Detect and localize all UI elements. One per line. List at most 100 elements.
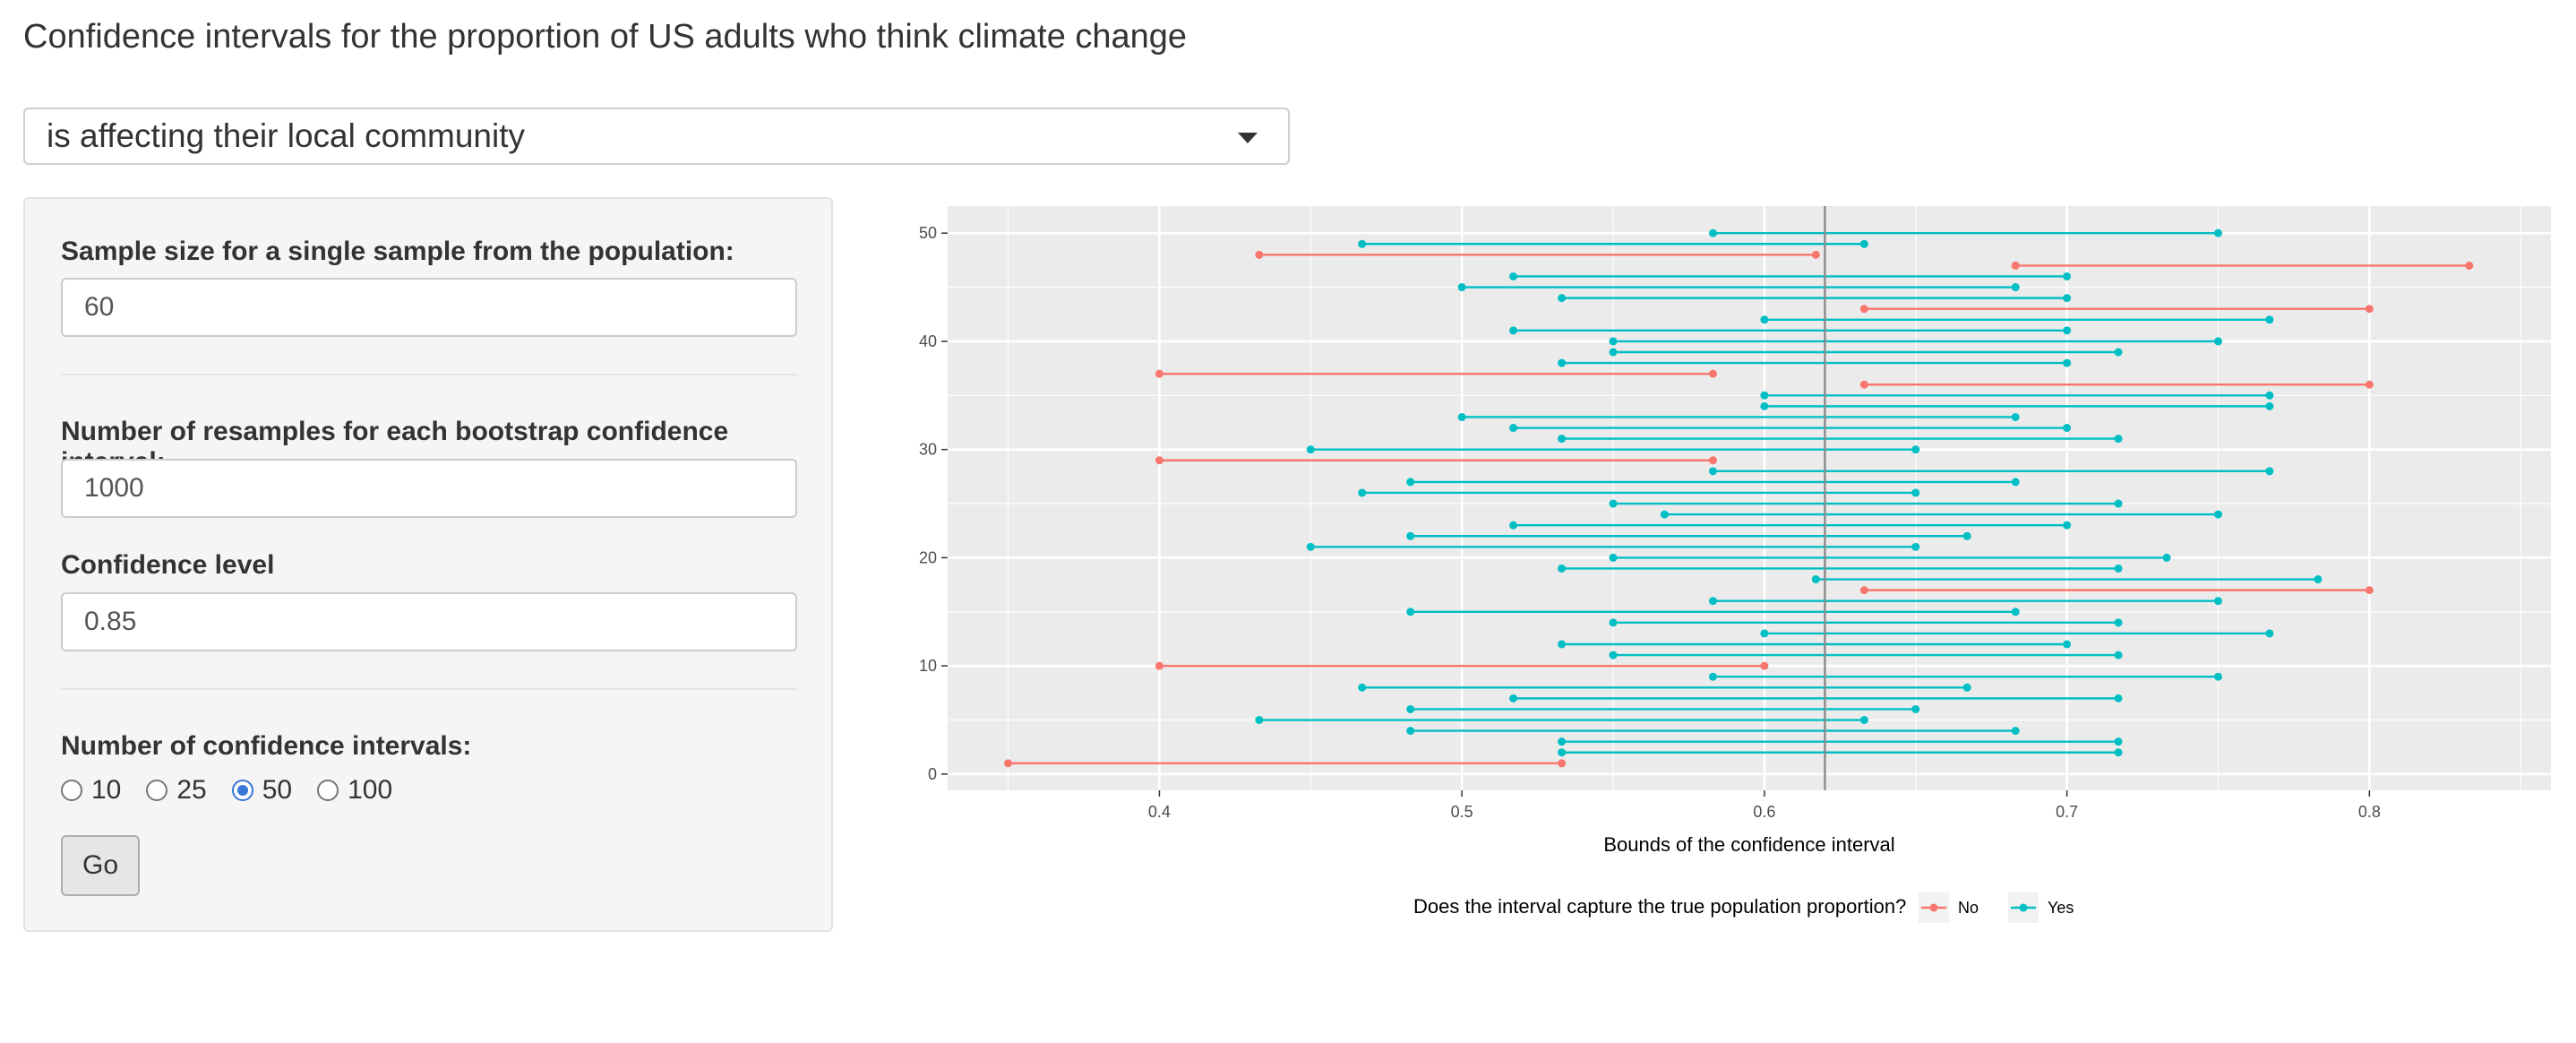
interval-upper-point bbox=[2011, 478, 2020, 487]
interval-upper-point bbox=[1911, 542, 1920, 551]
sidebar-panel: Sample size for a single sample from the… bbox=[23, 197, 833, 932]
sample-size-label: Sample size for a single sample from the… bbox=[61, 237, 734, 266]
legend: Does the interval capture the true popul… bbox=[1413, 892, 2074, 923]
interval-upper-point bbox=[2213, 597, 2222, 606]
interval-upper-point bbox=[2063, 272, 2072, 280]
interval-upper-point bbox=[2063, 358, 2072, 367]
legend-entry-label: Yes bbox=[2048, 899, 2074, 917]
num-intervals-radio-group: 10 25 50 100 bbox=[61, 772, 417, 808]
confidence-level-label: Confidence level bbox=[61, 550, 275, 580]
interval-upper-point bbox=[2011, 727, 2020, 736]
resamples-input[interactable] bbox=[61, 459, 797, 518]
confidence-level-input[interactable] bbox=[61, 592, 797, 651]
x-tick-label: 0.7 bbox=[2056, 803, 2078, 821]
question-select[interactable]: is affecting their local community bbox=[23, 108, 1290, 165]
interval-upper-point bbox=[1558, 759, 1567, 768]
interval-upper-point bbox=[2063, 640, 2072, 649]
num-intervals-option-100[interactable]: 100 bbox=[317, 775, 392, 806]
interval-lower-point bbox=[1457, 283, 1466, 292]
interval-lower-point bbox=[1558, 640, 1567, 649]
interval-upper-point bbox=[2465, 261, 2474, 270]
interval-upper-point bbox=[2365, 586, 2374, 595]
num-intervals-option-50[interactable]: 50 bbox=[231, 775, 293, 806]
interval-lower-point bbox=[1155, 456, 1163, 465]
interval-lower-point bbox=[1406, 608, 1415, 616]
sample-size-input[interactable] bbox=[61, 278, 797, 337]
num-intervals-option-25[interactable]: 25 bbox=[146, 775, 207, 806]
interval-upper-point bbox=[1708, 456, 1717, 465]
x-axis-title: Bounds of the confidence interval bbox=[1603, 833, 1894, 856]
interval-upper-point bbox=[2213, 228, 2222, 237]
interval-lower-point bbox=[1255, 250, 1264, 259]
y-tick-label: 40 bbox=[919, 332, 937, 350]
interval-lower-point bbox=[1760, 391, 1769, 400]
interval-lower-point bbox=[1358, 239, 1367, 248]
radio-label: 10 bbox=[91, 775, 122, 805]
interval-lower-point bbox=[1558, 748, 1567, 757]
interval-upper-point bbox=[2063, 294, 2072, 303]
interval-upper-point bbox=[2011, 412, 2020, 421]
interval-upper-point bbox=[2213, 672, 2222, 681]
interval-lower-point bbox=[1859, 380, 1868, 389]
interval-upper-point bbox=[2114, 564, 2123, 573]
y-tick-label: 20 bbox=[919, 548, 937, 566]
interval-lower-point bbox=[1406, 478, 1415, 487]
y-tick-label: 10 bbox=[919, 657, 937, 675]
interval-lower-point bbox=[1609, 618, 1618, 627]
interval-lower-point bbox=[1760, 401, 1769, 410]
interval-upper-point bbox=[2265, 401, 2274, 410]
radio-button[interactable] bbox=[231, 780, 253, 801]
interval-lower-point bbox=[1406, 531, 1415, 540]
interval-lower-point bbox=[1859, 305, 1868, 314]
interval-lower-point bbox=[1509, 424, 1518, 433]
interval-lower-point bbox=[1558, 435, 1567, 444]
interval-lower-point bbox=[1509, 326, 1518, 335]
y-tick-label: 0 bbox=[928, 765, 937, 783]
interval-lower-point bbox=[1406, 727, 1415, 736]
interval-lower-point bbox=[1708, 228, 1717, 237]
interval-lower-point bbox=[1255, 716, 1264, 725]
interval-lower-point bbox=[1358, 683, 1367, 692]
legend-title: Does the interval capture the true popul… bbox=[1413, 895, 1906, 918]
interval-upper-point bbox=[2011, 608, 2020, 616]
interval-upper-point bbox=[2314, 575, 2323, 584]
legend-entry-label: No bbox=[1958, 899, 1979, 917]
x-tick-label: 0.4 bbox=[1148, 803, 1171, 821]
interval-lower-point bbox=[1306, 445, 1315, 454]
interval-lower-point bbox=[1609, 651, 1618, 659]
interval-upper-point bbox=[2213, 510, 2222, 519]
interval-lower-point bbox=[1609, 337, 1618, 346]
interval-upper-point bbox=[1962, 531, 1971, 540]
page-title: Confidence intervals for the proportion … bbox=[23, 18, 1188, 56]
interval-upper-point bbox=[2265, 629, 2274, 638]
caret-down-icon[interactable] bbox=[1238, 133, 1258, 143]
radio-button[interactable] bbox=[146, 780, 168, 801]
legend-key-point bbox=[1929, 903, 1938, 912]
radio-label: 50 bbox=[262, 775, 293, 805]
interval-upper-point bbox=[2365, 305, 2374, 314]
num-intervals-option-10[interactable]: 10 bbox=[61, 775, 121, 806]
interval-upper-point bbox=[1760, 661, 1769, 670]
confidence-interval-chart: 0.4 0.5 0.6 0.7 0.8 0 10 20 30 40 50 Bounds of the … bbox=[919, 206, 2551, 923]
radio-label: 100 bbox=[348, 775, 393, 805]
interval-lower-point bbox=[1155, 661, 1163, 670]
interval-lower-point bbox=[1609, 553, 1618, 562]
interval-upper-point bbox=[1811, 250, 1820, 259]
interval-lower-point bbox=[1660, 510, 1669, 519]
radio-button[interactable] bbox=[317, 780, 339, 801]
interval-upper-point bbox=[2265, 391, 2274, 400]
radio-button[interactable] bbox=[61, 780, 82, 801]
interval-upper-point bbox=[2365, 380, 2374, 389]
interval-upper-point bbox=[2265, 467, 2274, 476]
interval-lower-point bbox=[1708, 597, 1717, 606]
interval-lower-point bbox=[1609, 348, 1618, 357]
interval-lower-point bbox=[1509, 694, 1518, 703]
y-tick-label: 30 bbox=[919, 441, 937, 459]
interval-upper-point bbox=[2114, 694, 2123, 703]
interval-upper-point bbox=[2114, 499, 2123, 508]
go-button[interactable]: Go bbox=[61, 835, 140, 896]
interval-upper-point bbox=[1911, 704, 1920, 713]
interval-upper-point bbox=[1859, 716, 1868, 725]
interval-lower-point bbox=[2011, 261, 2020, 270]
interval-upper-point bbox=[1962, 683, 1971, 692]
